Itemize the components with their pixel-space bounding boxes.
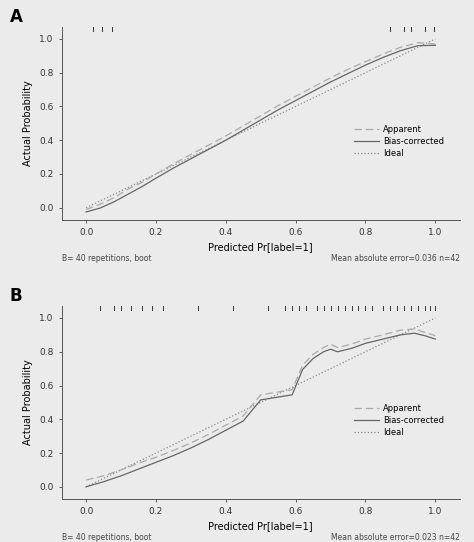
Legend: Apparent, Bias-corrected, Ideal: Apparent, Bias-corrected, Ideal: [351, 400, 447, 441]
Text: B: B: [10, 287, 22, 305]
Text: B= 40 repetitions, boot: B= 40 repetitions, boot: [62, 533, 151, 542]
Text: A: A: [10, 8, 23, 26]
Y-axis label: Actual Probability: Actual Probability: [23, 80, 33, 166]
Text: B= 40 repetitions, boot: B= 40 repetitions, boot: [62, 254, 151, 263]
Text: Mean absolute error=0.023 n=42: Mean absolute error=0.023 n=42: [331, 533, 460, 542]
Y-axis label: Actual Probability: Actual Probability: [23, 359, 33, 446]
Text: Mean absolute error=0.036 n=42: Mean absolute error=0.036 n=42: [331, 254, 460, 263]
X-axis label: Predicted Pr[label=1]: Predicted Pr[label=1]: [209, 242, 313, 253]
Legend: Apparent, Bias-corrected, Ideal: Apparent, Bias-corrected, Ideal: [351, 121, 447, 162]
X-axis label: Predicted Pr[label=1]: Predicted Pr[label=1]: [209, 521, 313, 532]
